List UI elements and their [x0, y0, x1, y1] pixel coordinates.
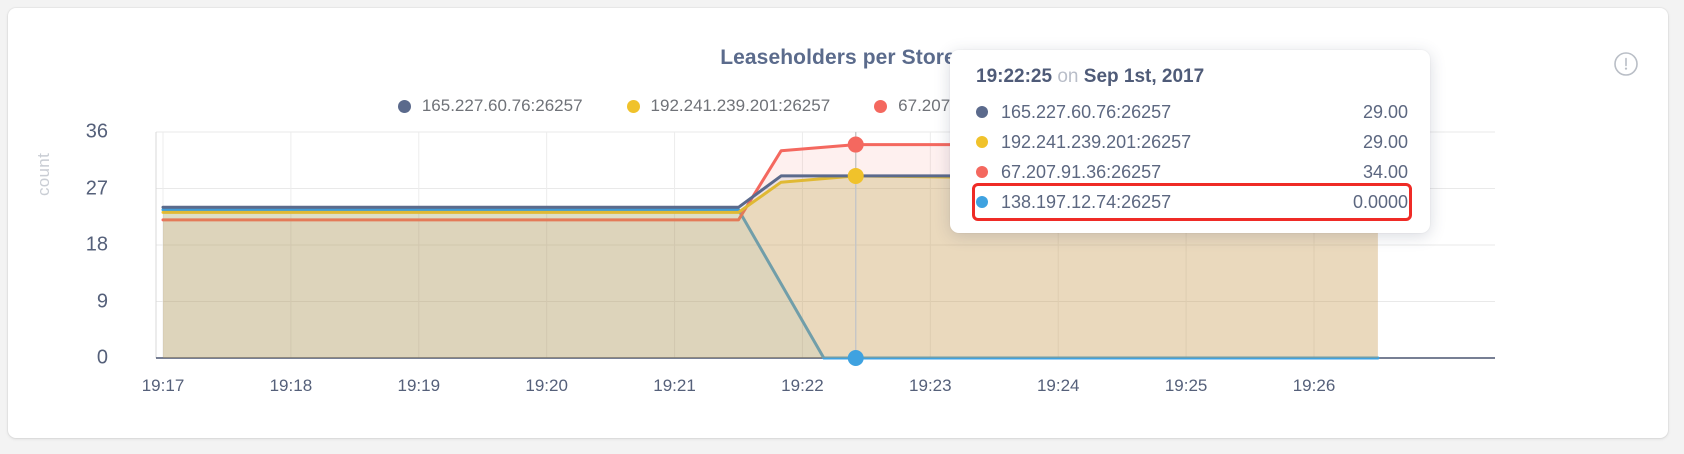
tooltip-row: 165.227.60.76:26257 29.00 — [976, 97, 1408, 127]
x-axis-tick-label: 19:19 — [397, 376, 441, 395]
y-axis-tick-label: 27 — [85, 177, 108, 199]
tooltip-row: 192.241.239.201:26257 29.00 — [976, 127, 1408, 157]
chart-card: Leaseholders per Store 165.227.60.76:262… — [8, 8, 1668, 438]
tooltip-row: 138.197.12.74:26257 0.0000 — [972, 183, 1412, 221]
exclamation-circle-icon[interactable] — [1612, 50, 1640, 78]
x-axis-tick-label: 19:20 — [525, 376, 568, 395]
tooltip-series-label: 67.207.91.36:26257 — [1001, 161, 1162, 182]
y-axis-tick-label: 9 — [96, 290, 108, 312]
tooltip-series-value: 34.00 — [1362, 161, 1408, 182]
tooltip-rows: 165.227.60.76:26257 29.00 192.241.239.201:… — [972, 97, 1412, 221]
tooltip-color-dot — [976, 166, 988, 178]
tooltip-color-dot — [976, 136, 988, 148]
tooltip-series-value: 29.00 — [1362, 101, 1408, 122]
tooltip-on-word: on — [1057, 66, 1079, 87]
page-title: Leaseholders per Store — [720, 46, 956, 69]
legend-color-dot — [397, 99, 411, 113]
tooltip-series-value: 0.0000 — [1352, 191, 1408, 212]
x-axis-tick-label: 19:21 — [653, 376, 696, 395]
x-axis-tick-label: 19:18 — [269, 376, 313, 395]
y-axis-ticks: 0 9 18 27 36 — [48, 8, 108, 438]
tooltip-color-dot — [976, 196, 988, 208]
x-axis-ticks: 19:17 19:18 19:19 19:20 19:21 19:22 19:23 19:24… — [8, 368, 1668, 398]
legend-item-label: 165.227.60.76:26257 — [421, 96, 583, 115]
x-axis-tick-label: 19:25 — [1164, 376, 1208, 395]
tooltip-series-value: 29.00 — [1362, 131, 1408, 152]
x-axis-tick-label: 19:26 — [1292, 376, 1336, 395]
tooltip-color-dot — [976, 106, 988, 118]
tooltip-row: 67.207.91.36:26257 34.00 — [976, 157, 1408, 187]
tooltip-series-label: 165.227.60.76:26257 — [1001, 101, 1172, 122]
legend-item[interactable]: 192.241.239.201:26257 — [626, 96, 831, 116]
legend-color-dot — [626, 99, 640, 113]
y-axis-tick-label: 18 — [85, 233, 108, 256]
tooltip-series-label: 138.197.12.74:26257 — [1001, 191, 1172, 212]
x-axis-tick-label: 19:23 — [909, 376, 952, 395]
chart-tooltip: 19:22:25 on Sep 1st, 2017 165.227.60.76:… — [950, 50, 1430, 233]
legend-item[interactable]: 165.227.60.76:26257 — [397, 96, 583, 116]
x-axis-tick-label: 19:17 — [141, 376, 185, 395]
tooltip-time: 19:22:25 — [976, 66, 1053, 87]
y-axis-tick-label: 0 — [96, 346, 108, 369]
x-axis-tick-label: 19:24 — [1036, 376, 1080, 395]
y-axis-tick-label: 36 — [85, 120, 108, 143]
tooltip-timestamp: 19:22:25 on Sep 1st, 2017 — [976, 66, 1408, 88]
legend-item-label: 192.241.239.201:26257 — [650, 96, 831, 115]
tooltip-series-label: 192.241.239.201:26257 — [1001, 131, 1192, 152]
tooltip-date: Sep 1st, 2017 — [1083, 66, 1205, 87]
legend-color-dot — [874, 99, 888, 113]
x-axis-tick-label: 19:22 — [781, 376, 824, 395]
